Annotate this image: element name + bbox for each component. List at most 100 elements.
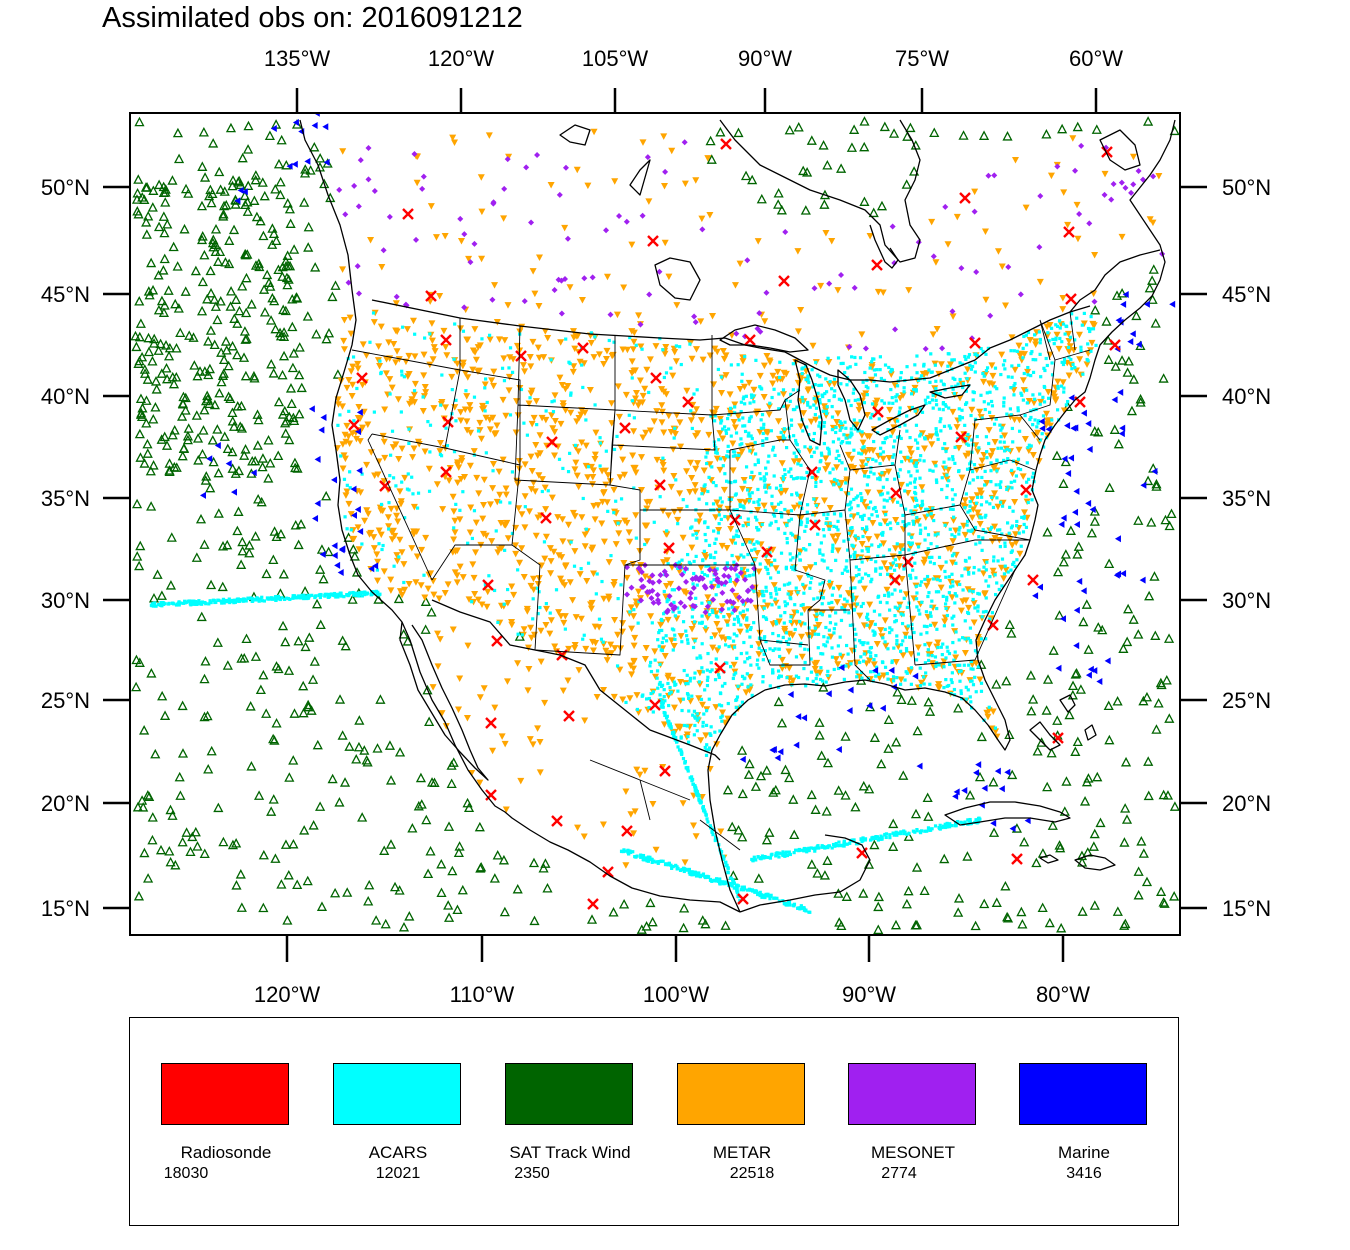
acars-obs	[994, 483, 998, 487]
acars-obs	[944, 449, 948, 453]
sat-wind-obs	[873, 901, 884, 912]
metar-obs	[571, 548, 579, 555]
acars-obs	[983, 407, 987, 412]
acars-obs	[717, 703, 722, 707]
sat-wind-obs	[199, 711, 210, 722]
acars-obs	[1031, 471, 1036, 475]
acars-obs	[953, 445, 957, 449]
acars-obs	[929, 604, 933, 609]
metar-obs	[692, 406, 700, 413]
acars-obs	[973, 649, 978, 653]
acars-obs	[693, 639, 697, 643]
acars-obs	[815, 673, 819, 677]
acars-obs	[1079, 345, 1083, 349]
acars-obs	[883, 593, 887, 598]
sat-wind-obs	[192, 433, 204, 443]
acars-obs	[687, 709, 691, 713]
sat-wind-obs	[608, 907, 619, 917]
metar-obs	[673, 302, 681, 309]
metar-obs	[557, 613, 565, 620]
metar-obs	[498, 733, 506, 740]
metar-obs	[676, 723, 684, 731]
metar-obs	[929, 331, 937, 338]
sat-wind-obs	[1121, 814, 1133, 824]
acars-obs	[1000, 504, 1005, 508]
acars-obs	[914, 658, 919, 662]
metar-obs	[964, 366, 972, 373]
acars-obs	[1031, 370, 1036, 374]
metar-obs	[453, 579, 461, 586]
acars-obs	[1030, 350, 1034, 354]
acars-obs	[988, 575, 992, 579]
metar-obs	[456, 675, 464, 682]
acars-obs	[787, 470, 791, 474]
metar-obs	[485, 132, 493, 139]
sat-wind-obs	[265, 281, 276, 291]
metar-obs	[889, 553, 897, 560]
acars-obs	[422, 573, 426, 577]
sat-wind-obs	[292, 879, 303, 889]
sat-wind-obs	[1103, 354, 1114, 364]
metar-obs	[1015, 416, 1023, 424]
sat-wind-obs	[169, 424, 180, 435]
acars-obs	[1050, 373, 1055, 377]
acars-obs	[684, 629, 688, 633]
sat-wind-obs	[152, 569, 163, 579]
sat-wind-obs	[167, 175, 178, 185]
metar-obs	[746, 687, 754, 694]
metar-obs	[467, 504, 475, 512]
acars-obs	[581, 385, 585, 390]
metar-obs	[380, 438, 388, 446]
acars-obs	[813, 383, 817, 387]
sat-wind-obs	[177, 411, 188, 421]
acars-obs	[896, 435, 900, 439]
metar-obs	[865, 536, 873, 543]
acars-obs	[911, 568, 915, 572]
metar-obs	[718, 634, 726, 641]
acars-obs	[1003, 564, 1007, 568]
sat-wind-obs	[443, 912, 455, 922]
acars-obs	[1010, 524, 1014, 528]
sat-wind-obs	[178, 443, 190, 453]
metar-obs	[595, 624, 603, 631]
acars-obs	[1050, 418, 1054, 422]
metar-obs	[581, 543, 589, 550]
metar-obs	[688, 475, 696, 482]
metar-obs	[561, 385, 569, 393]
acars-obs	[1060, 340, 1064, 344]
acars-obs	[705, 678, 710, 682]
metar-obs	[564, 677, 572, 685]
acars-obs	[812, 403, 816, 407]
acars-obs	[682, 668, 686, 673]
sat-wind-obs	[309, 141, 320, 152]
metar-obs	[717, 828, 725, 836]
sat-wind-obs	[806, 859, 817, 869]
metar-obs	[559, 538, 567, 545]
acars-obs	[783, 427, 787, 431]
acars-obs	[681, 697, 685, 701]
acars-obs	[840, 606, 844, 610]
acars-obs	[885, 522, 890, 527]
acars-obs	[750, 548, 754, 552]
sat-wind-obs	[271, 531, 282, 542]
metar-obs	[754, 506, 762, 514]
acars-obs	[612, 511, 616, 515]
metar-obs	[629, 452, 637, 459]
acars-obs	[917, 608, 921, 612]
metar-obs	[665, 412, 673, 420]
acars-obs	[984, 637, 988, 641]
sat-wind-obs	[498, 854, 510, 865]
sat-wind-obs	[303, 701, 314, 712]
acars-obs	[653, 658, 657, 662]
acars-obs	[1073, 365, 1077, 370]
acars-obs	[1045, 363, 1049, 368]
metar-obs	[575, 483, 583, 491]
metar-obs	[623, 574, 631, 582]
metar-obs	[448, 373, 456, 381]
left-lat-tick-label: 35°N	[41, 486, 90, 511]
acars-obs	[886, 677, 890, 681]
metar-obs	[530, 414, 538, 422]
sat-wind-obs	[239, 652, 250, 663]
sat-wind-obs	[266, 358, 277, 369]
acars-obs	[820, 602, 824, 606]
